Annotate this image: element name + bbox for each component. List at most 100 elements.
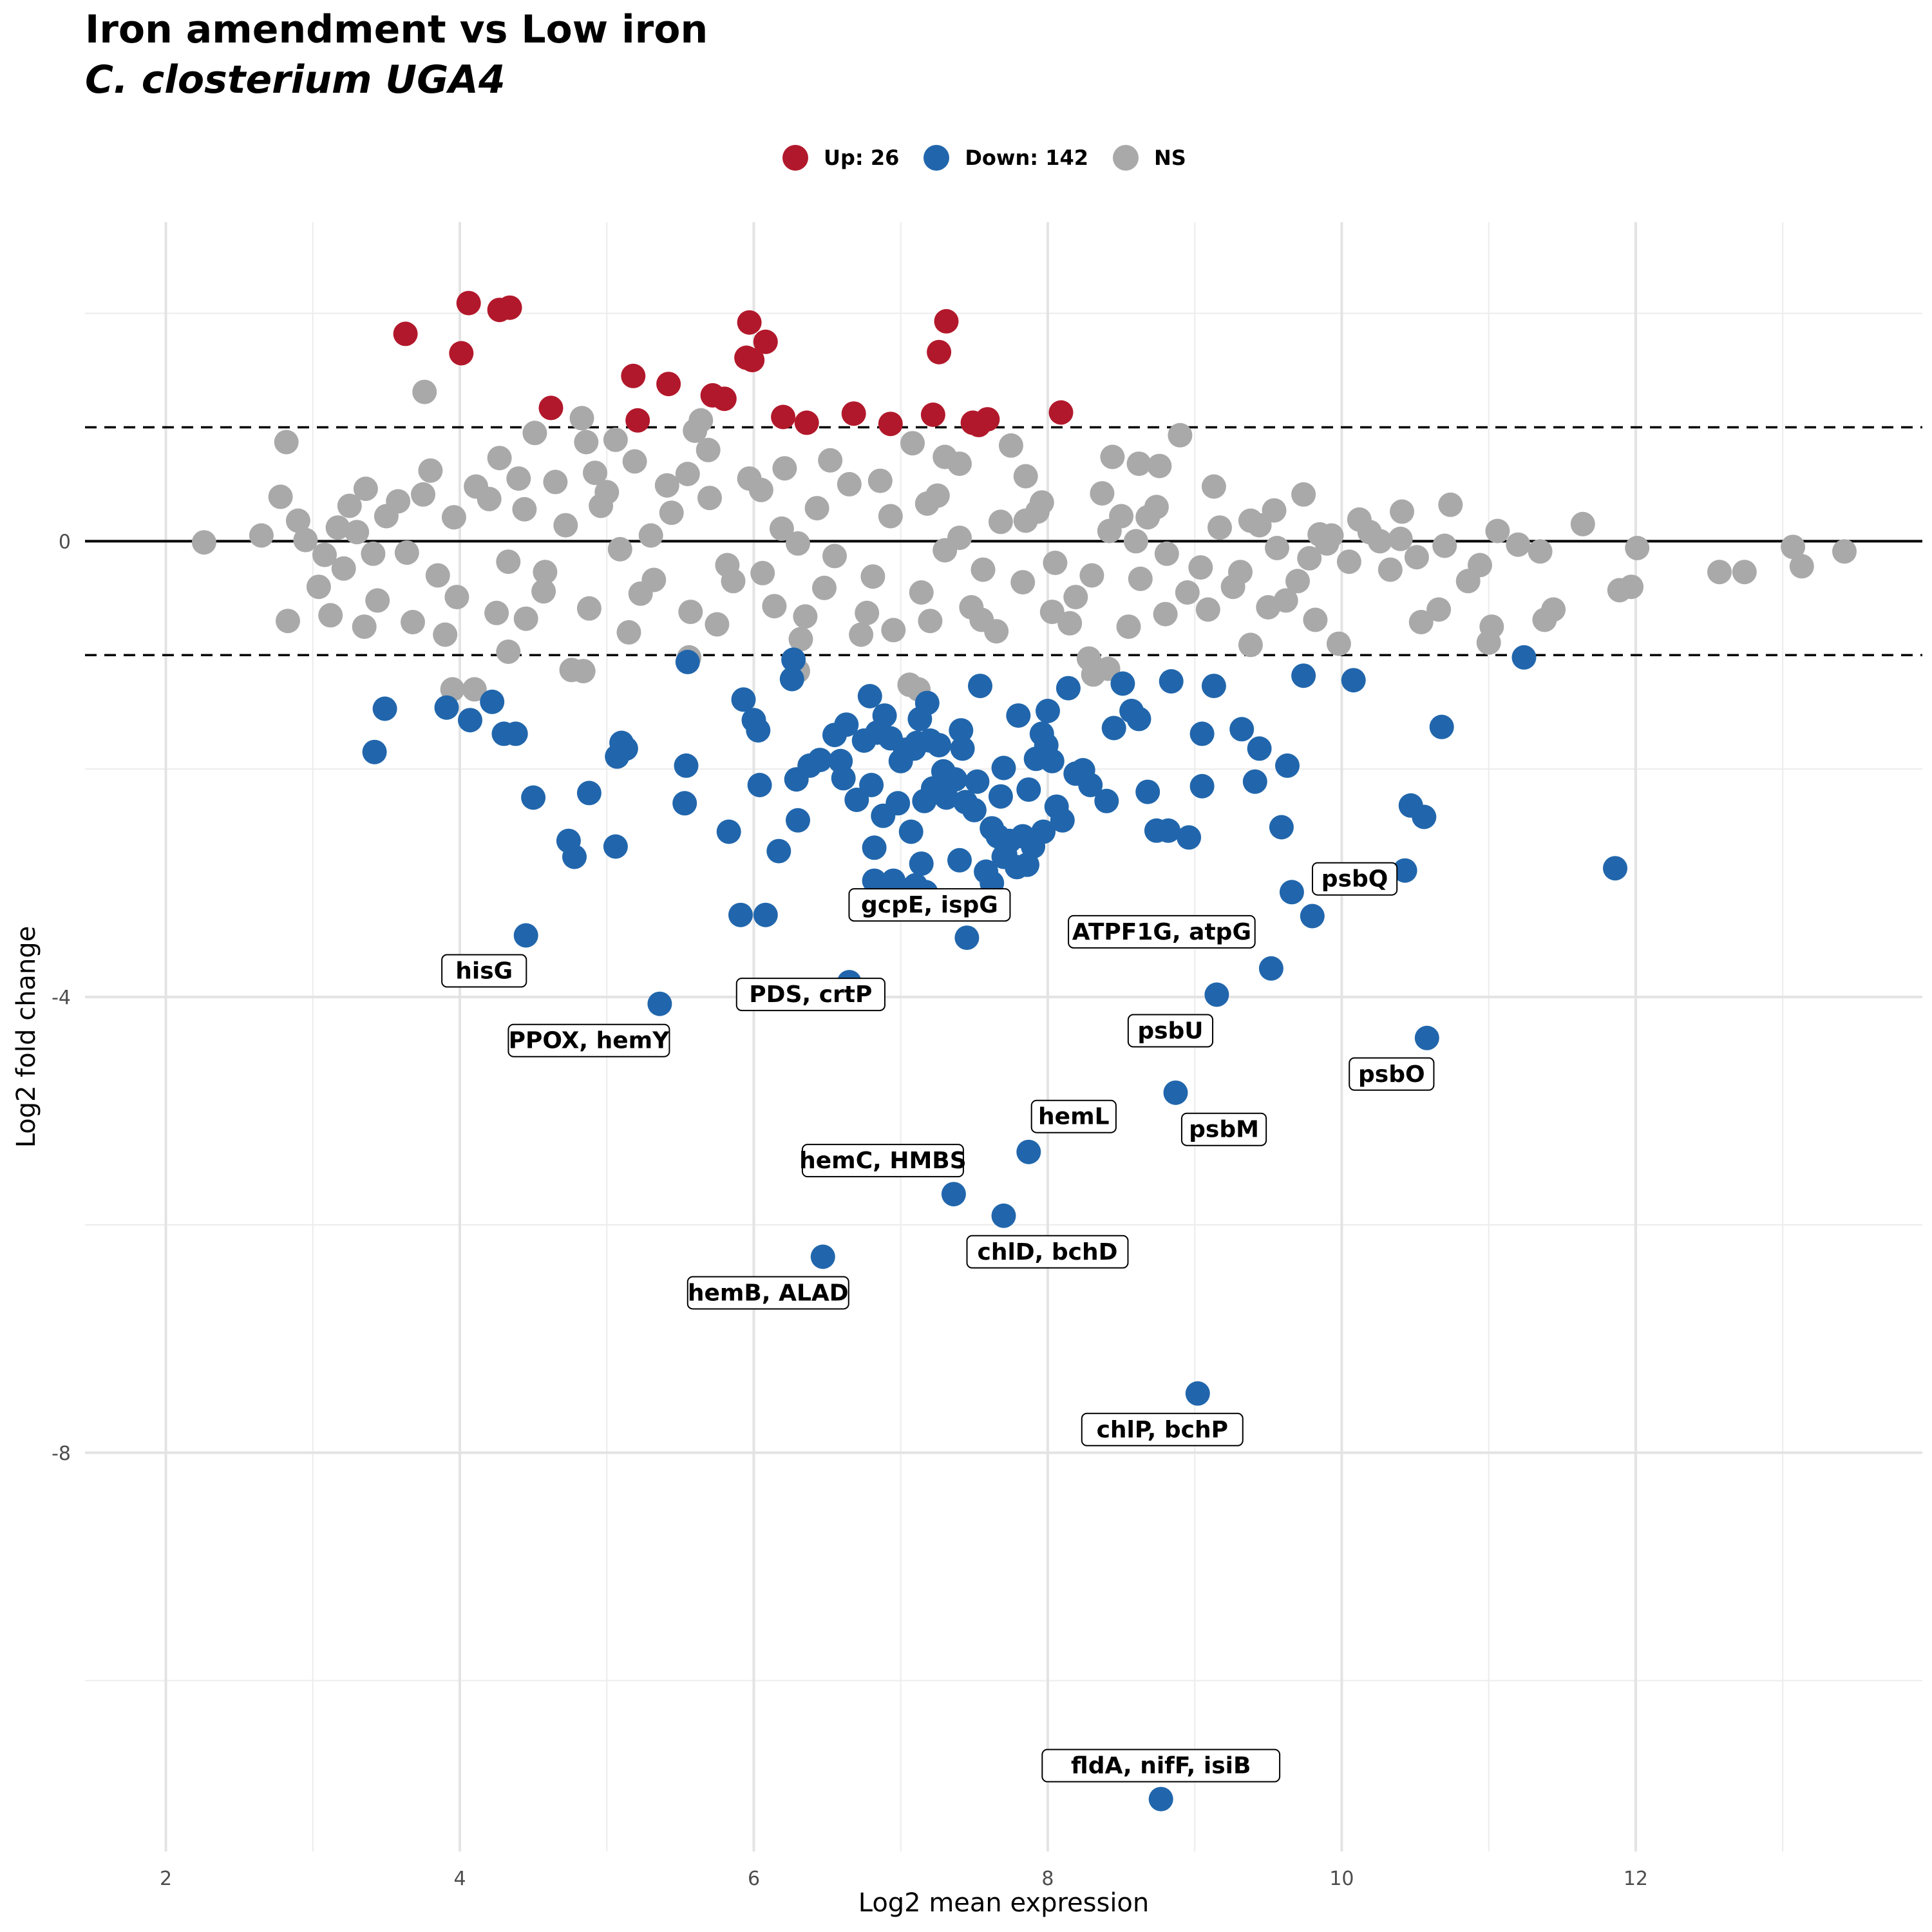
point-down — [947, 848, 972, 873]
x-tick-label: 12 — [1624, 1868, 1648, 1890]
gene-label-box — [1041, 1748, 1281, 1783]
point-up — [1048, 400, 1074, 425]
point-ns — [318, 603, 343, 628]
gene-labels: fldA, nifF, isiB chlP, bchP hemB, ALAD chlD… — [441, 862, 1435, 1783]
point-ns — [285, 508, 310, 533]
point-ns — [571, 659, 596, 684]
point-down — [779, 667, 804, 692]
legend-swatch-ns — [1112, 145, 1139, 171]
point-ns — [715, 553, 740, 578]
gene-label-text: chlD, bchD — [977, 1239, 1117, 1265]
point-ns — [496, 549, 521, 574]
point-ns — [678, 600, 703, 625]
point-ns — [1485, 518, 1510, 544]
point-ns — [1013, 464, 1038, 489]
point-down — [1050, 808, 1075, 833]
point-down — [1275, 753, 1300, 778]
point-ns — [793, 604, 818, 629]
point-ns — [306, 574, 331, 600]
gene-label-box — [966, 1235, 1129, 1269]
gene-label: hemC, HMBS — [799, 1144, 967, 1178]
legend-label-ns: NS — [1153, 146, 1186, 170]
gene-label-text: PPOX, hemY — [509, 1028, 670, 1054]
gene-label: hemL — [1030, 1099, 1117, 1133]
point-ns — [822, 544, 847, 569]
point-down — [1016, 1139, 1041, 1164]
point-ns — [583, 460, 607, 486]
point-down — [513, 923, 538, 948]
gene-label-text: gcpE, ispG — [861, 892, 998, 918]
gene-label-text: fldA, nifF, isiB — [1071, 1753, 1251, 1779]
point-down — [480, 689, 505, 714]
point-ns — [1135, 505, 1160, 530]
point-down — [1177, 825, 1202, 850]
point-down — [1006, 703, 1031, 728]
gene-label-box — [1030, 1099, 1117, 1133]
point-down — [1279, 880, 1304, 905]
point-down — [949, 718, 974, 743]
point-up — [934, 308, 959, 334]
point-ns — [1123, 529, 1148, 554]
point-ns — [1100, 444, 1125, 469]
point-up — [625, 408, 650, 433]
point-ns — [293, 527, 318, 553]
point-ns — [1013, 508, 1038, 533]
point-down — [1204, 982, 1229, 1007]
y-tick-label: 0 — [59, 531, 71, 553]
gene-label-box — [848, 888, 1011, 922]
point-down — [1185, 1381, 1210, 1406]
point-down — [1126, 706, 1151, 732]
point-ns — [1043, 551, 1068, 575]
point-down — [1242, 769, 1267, 794]
point-ns — [1528, 539, 1553, 564]
point-ns — [1326, 631, 1351, 656]
point-up — [740, 348, 765, 373]
point-ns — [576, 596, 601, 621]
point-ns — [411, 482, 435, 507]
point-down — [1412, 804, 1437, 829]
point-ns — [1404, 545, 1429, 570]
point-down — [898, 819, 923, 844]
point-ns — [1126, 451, 1151, 477]
point-ns — [998, 433, 1023, 458]
point-ns — [616, 620, 641, 645]
point-ns — [484, 600, 509, 625]
point-ns — [441, 505, 466, 530]
point-down — [781, 647, 806, 672]
point-ns — [969, 607, 994, 632]
point-ns — [569, 406, 594, 431]
point-down — [753, 902, 778, 927]
point-ns — [574, 430, 599, 455]
point-ns — [401, 610, 425, 634]
point-down — [909, 851, 934, 876]
point-up — [966, 412, 991, 437]
point-down — [1101, 715, 1126, 741]
point-ns — [462, 677, 487, 702]
point-down — [1156, 818, 1181, 843]
point-down — [1094, 788, 1119, 813]
gene-label-box — [1349, 1057, 1435, 1091]
legend-label-down: Down: 142 — [965, 146, 1088, 170]
x-tick-label: 10 — [1329, 1868, 1354, 1890]
legend-swatch-down — [923, 145, 950, 171]
point-ns — [1388, 526, 1413, 551]
gene-label: hisG — [441, 954, 527, 988]
point-down — [1414, 1025, 1439, 1050]
point-ns — [812, 575, 837, 600]
point-down — [991, 1203, 1016, 1228]
point-down — [991, 844, 1016, 869]
point-ns — [772, 456, 797, 481]
point-down — [746, 718, 771, 743]
point-ns — [947, 451, 972, 477]
point-ns — [683, 418, 708, 443]
point-ns — [1201, 474, 1226, 499]
point-down — [731, 687, 756, 712]
point-ns — [553, 513, 578, 538]
point-down — [1078, 773, 1103, 797]
point-up — [927, 339, 952, 365]
point-ns — [1128, 566, 1153, 591]
point-ns — [1378, 557, 1403, 582]
point-down — [728, 902, 753, 927]
point-ns — [1116, 614, 1141, 639]
